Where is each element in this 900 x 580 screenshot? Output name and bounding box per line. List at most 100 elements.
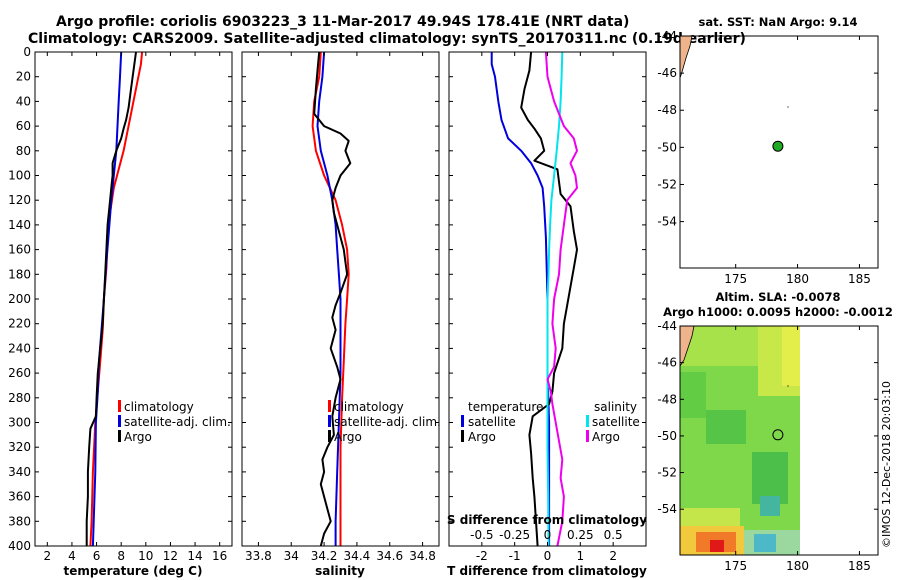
series-line-satellite-adj-clim-	[91, 51, 123, 547]
y-tick-label: 60	[16, 119, 31, 133]
top-tick-label: 0.5	[604, 528, 623, 542]
top-tick-label: 0	[544, 528, 552, 542]
map-y-tick-label: -44	[657, 319, 677, 333]
map-x-tick-label: 185	[848, 272, 871, 286]
map-x-tick-label: 180	[786, 272, 809, 286]
map-y-tick-label: -48	[657, 392, 677, 406]
map-x-tick-label: 185	[848, 559, 871, 573]
sla-map-ticks: -44 -46 -48 -50 -52 -54 175 180 185	[657, 319, 878, 573]
map-y-tick-label: -50	[657, 140, 677, 154]
x-tick-label: 34.4	[344, 549, 371, 563]
y-tick-label: 120	[8, 193, 31, 207]
map-y-tick-label: -52	[657, 466, 677, 480]
legend-temp-argo: Argo	[468, 430, 496, 444]
map-y-tick-label: -52	[657, 177, 677, 191]
x-tick-label: -2	[476, 549, 488, 563]
y-tick-label: 380	[8, 514, 31, 528]
legend-swatch-argo	[328, 430, 331, 442]
y-tick-label: 80	[16, 144, 31, 158]
x-tick-label: 16	[212, 549, 227, 563]
y-tick-label: 300	[8, 416, 31, 430]
map-y-tick-label: -46	[657, 66, 677, 80]
y-tick-label: 0	[23, 45, 31, 59]
difference-legend: temperature satellite Argo salinity sate…	[461, 400, 640, 444]
top-tick-label: -0.25	[499, 528, 530, 542]
argo-position-marker	[772, 429, 784, 441]
y-tick-label: 40	[16, 94, 31, 108]
temperature-ticks: 0 20 40 60 80 100 120 140 160 180 200 220 240 260 280 3…	[8, 45, 232, 563]
legend-swatch-satellite-adj	[328, 415, 331, 427]
series-line-temperature-argo	[520, 51, 578, 547]
temperature-series	[85, 51, 144, 547]
argo-position-marker	[772, 140, 784, 152]
legend-swatch-climatology	[328, 400, 331, 412]
sla-patch	[710, 540, 724, 552]
map-y-tick-label: -46	[657, 356, 677, 370]
y-tick-label: 340	[8, 465, 31, 479]
map-y-tick-label: -48	[657, 103, 677, 117]
difference-top-axis-label: S difference from climatology	[447, 513, 647, 527]
legend-salinity-title: salinity	[594, 400, 637, 414]
y-tick-label: 180	[8, 267, 31, 281]
sst-map-frame	[679, 35, 879, 269]
legend-temperature-title: temperature	[468, 400, 543, 414]
land-south-island	[679, 35, 693, 79]
map-y-tick-label: -50	[657, 429, 677, 443]
y-tick-label: 240	[8, 341, 31, 355]
legend-climatology: climatology	[334, 400, 404, 414]
island-dot	[787, 385, 789, 387]
legend-sal-argo: Argo	[592, 430, 620, 444]
watermark: ©IMOS 12-Dec-2018 20:03:10	[880, 381, 893, 548]
legend-argo: Argo	[334, 430, 362, 444]
sst-map-ticks: -44 -46 -48 -50 -52 -54 175 180 185	[657, 29, 878, 286]
salinity-series	[311, 51, 352, 547]
sla-patch	[680, 372, 706, 418]
sla-map: Altim. SLA: -0.0078 Argo h1000: 0.0095 h…	[657, 290, 893, 573]
sla-patch	[752, 452, 788, 504]
sla-map-title-line1: Altim. SLA: -0.0078	[715, 290, 840, 304]
legend-argo: Argo	[124, 430, 152, 444]
x-tick-label: 6	[93, 549, 101, 563]
difference-ticks: -2 -1 0 1 2 -0.5 -0.25 0 0.25 0.5	[449, 51, 646, 563]
legend-climatology: climatology	[124, 400, 194, 414]
x-tick-label: 1	[577, 549, 585, 563]
island-dot	[787, 106, 789, 108]
legend-swatch-satellite-adj	[118, 415, 121, 427]
temperature-panel: 0 20 40 60 80 100 120 140 160 180 200 220 240 260 280 3…	[8, 45, 233, 578]
legend-swatch-sal-satellite	[586, 415, 589, 427]
y-tick-label: 400	[8, 539, 31, 553]
y-tick-label: 260	[8, 366, 31, 380]
legend-swatch-sal-argo	[586, 430, 589, 442]
series-line-temperature-satellite	[490, 52, 551, 546]
legend-sal-satellite: satellite	[592, 415, 640, 429]
sla-map-title-line2: Argo h1000: 0.0095 h2000: -0.0012	[663, 305, 893, 319]
island-dot	[718, 37, 722, 41]
map-y-tick-label: -44	[657, 29, 677, 43]
sst-map: sat. SST: NaN Argo: 9.14 -44 -46 -48 -50 -52…	[657, 15, 879, 286]
x-tick-label: 0	[544, 549, 552, 563]
legend-swatch-climatology	[118, 400, 121, 412]
series-line-salinity-argo	[544, 51, 578, 547]
difference-xlabel: T difference from climatology	[447, 564, 647, 578]
sst-map-title: sat. SST: NaN Argo: 9.14	[698, 15, 857, 29]
map-x-tick-label: 175	[724, 559, 747, 573]
series-line-climatology	[89, 51, 144, 547]
x-tick-label: 34.8	[409, 549, 436, 563]
x-tick-label: 2	[609, 549, 617, 563]
difference-series	[490, 51, 578, 547]
salinity-legend: climatology satellite-adj. clim. Argo	[328, 400, 441, 444]
temperature-legend: climatology satellite-adj. clim. Argo	[118, 400, 231, 444]
x-tick-label: 34.6	[376, 549, 403, 563]
legend-satellite-adj: satellite-adj. clim.	[124, 415, 231, 429]
series-line-argo	[85, 51, 137, 546]
salinity-xlabel: salinity	[315, 564, 365, 578]
y-tick-label: 360	[8, 490, 31, 504]
difference-panel: -2 -1 0 1 2 -0.5 -0.25 0 0.25 0.5 T difference fr…	[447, 51, 647, 578]
top-tick-label: -0.5	[470, 528, 493, 542]
legend-satellite-adj: satellite-adj. clim.	[334, 415, 441, 429]
salinity-ticks: 33.8 34 34.2 34.4 34.6 34.8	[242, 51, 439, 563]
y-tick-label: 140	[8, 218, 31, 232]
legend-swatch-temp-argo	[461, 430, 464, 442]
legend-swatch-temp-satellite	[461, 415, 464, 427]
